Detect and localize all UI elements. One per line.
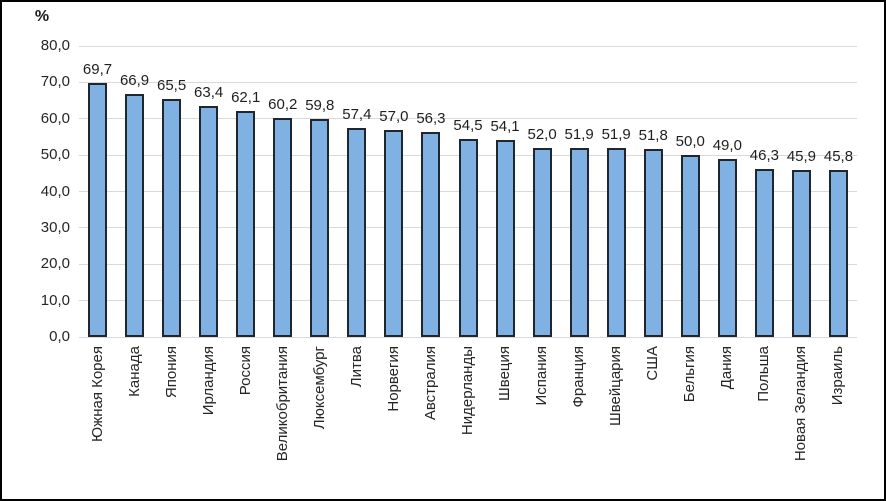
x-axis-category-label: Великобритания: [273, 346, 291, 462]
x-axis-category-label: Франция: [570, 346, 588, 408]
bar: [273, 118, 293, 337]
bar-value-label: 62,1: [231, 89, 261, 107]
x-axis-category-label: Канада: [125, 346, 143, 397]
bar-value-label: 60,2: [268, 96, 298, 114]
x-axis-category-label: Литва: [347, 346, 365, 388]
bar-value-label: 54,5: [453, 116, 483, 134]
x-axis-category-label: Австралия: [421, 346, 439, 421]
bar: [125, 93, 145, 337]
y-axis-tick-label: 10,0: [40, 291, 70, 309]
x-axis-category-label: Польша: [755, 346, 773, 402]
bar: [532, 147, 552, 337]
bar-value-label: 56,3: [416, 110, 446, 128]
bar-value-label: 65,5: [157, 76, 187, 94]
bar: [680, 155, 700, 337]
y-axis-tick-label: 80,0: [40, 37, 70, 54]
bar: [458, 138, 478, 337]
gridline: [79, 118, 857, 120]
bar: [717, 158, 737, 337]
y-axis-tick-label: 50,0: [40, 146, 70, 164]
x-axis-category-label: США: [644, 346, 662, 381]
bar: [828, 170, 848, 337]
bar: [754, 168, 774, 337]
x-axis-category-label: Южная Корея: [88, 346, 106, 442]
bar-value-label: 45,8: [823, 148, 854, 166]
y-axis-tick-label: 60,0: [40, 109, 70, 127]
bar-value-label: 51,9: [564, 126, 594, 144]
bar-value-label: 51,8: [638, 126, 668, 144]
bar-value-label: 66,9: [119, 71, 150, 89]
bar: [606, 148, 626, 337]
x-axis-category-label: Бельгия: [681, 346, 699, 403]
bar-value-label: 57,4: [342, 106, 372, 124]
bar: [310, 119, 330, 337]
x-axis-category-label: Япония: [162, 346, 180, 399]
gridline: [79, 336, 857, 338]
bar: [643, 148, 663, 337]
x-axis-category-label: Россия: [236, 346, 254, 396]
y-axis-tick-label: 0,0: [49, 328, 70, 345]
bar: [421, 132, 441, 337]
x-axis-category-label: Швейцария: [607, 346, 625, 427]
bar: [384, 129, 404, 337]
x-axis-category-label: Ирландия: [199, 346, 217, 416]
bar: [162, 98, 182, 337]
bar: [347, 128, 367, 337]
y-axis-tick-label: 40,0: [40, 182, 70, 200]
y-axis-tick-label: 70,0: [40, 73, 70, 91]
bar: [236, 111, 256, 337]
x-axis-category-label: Норвегия: [384, 346, 402, 412]
y-axis-tick-label: 30,0: [40, 218, 70, 236]
x-axis-category-label: Израиль: [829, 346, 847, 406]
bar: [791, 170, 811, 337]
bar-value-label: 45,9: [786, 148, 817, 166]
x-axis-category-label: Швеция: [496, 346, 514, 401]
bar-value-label: 54,1: [490, 118, 520, 136]
y-axis-unit-label: %: [34, 8, 50, 25]
gridline: [79, 81, 857, 83]
bar-value-label: 59,8: [305, 97, 335, 115]
bar: [495, 140, 515, 337]
bar: [569, 148, 589, 337]
bar-value-label: 52,0: [527, 125, 557, 143]
bar-value-label: 49,0: [712, 136, 742, 154]
x-axis-category-label: Люксембург: [310, 346, 328, 430]
bar-value-label: 69,7: [82, 61, 113, 79]
bar-value-label: 46,3: [749, 146, 779, 164]
x-axis-category-label: Испания: [533, 346, 551, 406]
x-axis-category-label: Дания: [718, 346, 736, 390]
gridline: [79, 45, 857, 47]
bar-value-label: 51,9: [601, 126, 631, 144]
y-axis-tick-label: 20,0: [40, 255, 70, 273]
bar-value-label: 63,4: [194, 84, 224, 102]
bar-value-label: 57,0: [379, 107, 409, 125]
x-axis-category-label: Нидерланды: [459, 346, 476, 436]
x-axis-category-label: Новая Зеландия: [792, 346, 810, 462]
bar: [199, 106, 219, 337]
bar: [88, 83, 108, 337]
bar-value-label: 50,0: [675, 133, 705, 151]
